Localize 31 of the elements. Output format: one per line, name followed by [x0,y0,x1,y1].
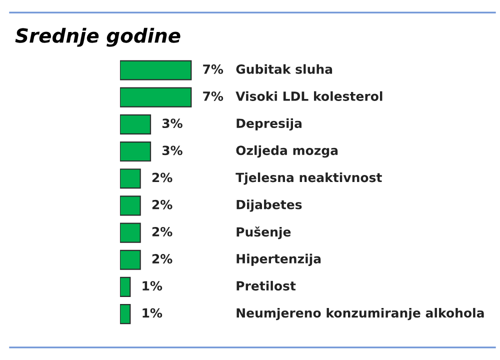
data-label: 2% [152,226,172,236]
data-label: 2% [152,172,172,182]
bar [120,87,192,108]
bar [120,276,131,298]
bar [120,304,131,324]
bar [120,60,192,80]
bar [120,168,141,189]
bar [120,114,152,134]
bar [120,222,141,243]
data-label: 3% [162,146,182,156]
data-label: 3% [162,118,182,128]
y-tick-label: Ozljeda mozga [236,145,338,158]
y-tick-label: Dijabetes [236,200,302,212]
bar [120,141,152,162]
y-tick-label: Pušenje [236,226,291,240]
data-label: 2% [152,200,172,210]
data-label: 1% [142,281,162,291]
y-tick-label: Visoki LDL kolesterol [236,91,382,101]
data-label: 7% [203,92,224,101]
data-label: 1% [142,308,162,318]
bar [120,250,141,270]
y-tick-label: Hipertenzija [236,254,321,266]
chart-title: Srednje godine [15,28,180,47]
data-label: 7% [203,64,224,74]
y-tick-label: Tjelesna neaktivnost [236,172,382,185]
data-label: 2% [152,254,172,264]
y-tick-label: Gubitak sluha [236,64,332,74]
bar [120,196,141,216]
y-tick-label: Depresija [236,118,302,131]
y-tick-label: Pretilost [236,280,296,291]
y-tick-label: Neumjereno konzumiranje alkohola [236,308,484,320]
